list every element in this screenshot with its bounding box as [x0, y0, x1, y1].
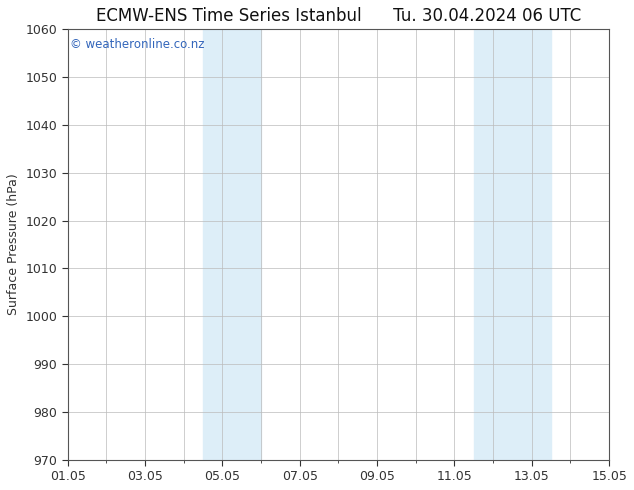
Bar — [474, 29, 551, 460]
Title: ECMW-ENS Time Series Istanbul      Tu. 30.04.2024 06 UTC: ECMW-ENS Time Series Istanbul Tu. 30.04.… — [96, 7, 581, 25]
Bar — [203, 29, 261, 460]
Text: © weatheronline.co.nz: © weatheronline.co.nz — [70, 38, 205, 51]
Y-axis label: Surface Pressure (hPa): Surface Pressure (hPa) — [7, 173, 20, 316]
